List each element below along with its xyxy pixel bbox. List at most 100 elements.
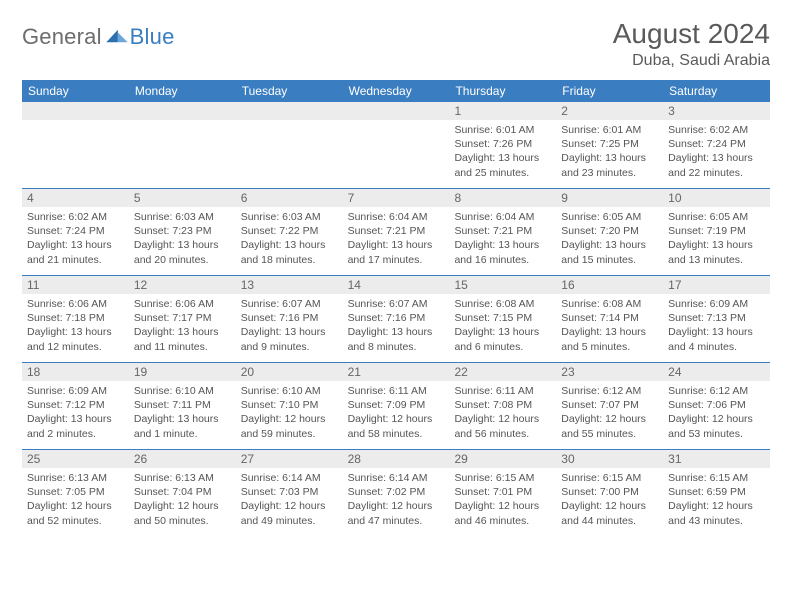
day-cell: 5Sunrise: 6:03 AMSunset: 7:23 PMDaylight… (129, 189, 236, 275)
weeks-container: 1Sunrise: 6:01 AMSunset: 7:26 PMDaylight… (22, 102, 770, 536)
day-number: 27 (236, 450, 343, 468)
day-number: 9 (556, 189, 663, 207)
day-cell: 1Sunrise: 6:01 AMSunset: 7:26 PMDaylight… (449, 102, 556, 188)
day-cell: 7Sunrise: 6:04 AMSunset: 7:21 PMDaylight… (343, 189, 450, 275)
week-row: 11Sunrise: 6:06 AMSunset: 7:18 PMDayligh… (22, 275, 770, 362)
dow-cell: Wednesday (343, 80, 450, 102)
day-cell: 25Sunrise: 6:13 AMSunset: 7:05 PMDayligh… (22, 450, 129, 536)
day-number: 2 (556, 102, 663, 120)
day-cell: 6Sunrise: 6:03 AMSunset: 7:22 PMDaylight… (236, 189, 343, 275)
day-cell: 8Sunrise: 6:04 AMSunset: 7:21 PMDaylight… (449, 189, 556, 275)
day-details: Sunrise: 6:06 AMSunset: 7:18 PMDaylight:… (22, 294, 129, 358)
day-cell: 31Sunrise: 6:15 AMSunset: 6:59 PMDayligh… (663, 450, 770, 536)
day-number: 12 (129, 276, 236, 294)
day-number: 15 (449, 276, 556, 294)
day-cell: 13Sunrise: 6:07 AMSunset: 7:16 PMDayligh… (236, 276, 343, 362)
day-details: Sunrise: 6:14 AMSunset: 7:02 PMDaylight:… (343, 468, 450, 532)
day-details: Sunrise: 6:08 AMSunset: 7:15 PMDaylight:… (449, 294, 556, 358)
day-details: Sunrise: 6:06 AMSunset: 7:17 PMDaylight:… (129, 294, 236, 358)
brand-mark-icon (106, 28, 128, 44)
day-number: 5 (129, 189, 236, 207)
day-details: Sunrise: 6:02 AMSunset: 7:24 PMDaylight:… (22, 207, 129, 271)
day-cell: 22Sunrise: 6:11 AMSunset: 7:08 PMDayligh… (449, 363, 556, 449)
day-cell: 3Sunrise: 6:02 AMSunset: 7:24 PMDaylight… (663, 102, 770, 188)
day-details: Sunrise: 6:09 AMSunset: 7:12 PMDaylight:… (22, 381, 129, 445)
day-number (343, 102, 450, 120)
day-details: Sunrise: 6:03 AMSunset: 7:23 PMDaylight:… (129, 207, 236, 271)
day-details: Sunrise: 6:09 AMSunset: 7:13 PMDaylight:… (663, 294, 770, 358)
week-row: 4Sunrise: 6:02 AMSunset: 7:24 PMDaylight… (22, 188, 770, 275)
day-details: Sunrise: 6:10 AMSunset: 7:10 PMDaylight:… (236, 381, 343, 445)
brand-logo: General Blue (22, 24, 175, 50)
day-cell: 29Sunrise: 6:15 AMSunset: 7:01 PMDayligh… (449, 450, 556, 536)
day-number: 13 (236, 276, 343, 294)
day-details: Sunrise: 6:07 AMSunset: 7:16 PMDaylight:… (343, 294, 450, 358)
calendar-grid: SundayMondayTuesdayWednesdayThursdayFrid… (22, 80, 770, 536)
day-details: Sunrise: 6:13 AMSunset: 7:04 PMDaylight:… (129, 468, 236, 532)
calendar-page: General Blue August 2024 Duba, Saudi Ara… (0, 0, 792, 536)
day-cell: 27Sunrise: 6:14 AMSunset: 7:03 PMDayligh… (236, 450, 343, 536)
empty-cell (129, 102, 236, 188)
day-details: Sunrise: 6:02 AMSunset: 7:24 PMDaylight:… (663, 120, 770, 184)
day-number: 23 (556, 363, 663, 381)
month-title: August 2024 (613, 18, 770, 50)
week-row: 18Sunrise: 6:09 AMSunset: 7:12 PMDayligh… (22, 362, 770, 449)
day-cell: 18Sunrise: 6:09 AMSunset: 7:12 PMDayligh… (22, 363, 129, 449)
day-details: Sunrise: 6:05 AMSunset: 7:20 PMDaylight:… (556, 207, 663, 271)
day-cell: 16Sunrise: 6:08 AMSunset: 7:14 PMDayligh… (556, 276, 663, 362)
day-number: 24 (663, 363, 770, 381)
day-cell: 15Sunrise: 6:08 AMSunset: 7:15 PMDayligh… (449, 276, 556, 362)
day-cell: 12Sunrise: 6:06 AMSunset: 7:17 PMDayligh… (129, 276, 236, 362)
day-of-week-header: SundayMondayTuesdayWednesdayThursdayFrid… (22, 80, 770, 102)
day-details: Sunrise: 6:07 AMSunset: 7:16 PMDaylight:… (236, 294, 343, 358)
day-number: 4 (22, 189, 129, 207)
day-number: 26 (129, 450, 236, 468)
dow-cell: Sunday (22, 80, 129, 102)
day-cell: 24Sunrise: 6:12 AMSunset: 7:06 PMDayligh… (663, 363, 770, 449)
day-details: Sunrise: 6:04 AMSunset: 7:21 PMDaylight:… (449, 207, 556, 271)
day-cell: 21Sunrise: 6:11 AMSunset: 7:09 PMDayligh… (343, 363, 450, 449)
header: General Blue August 2024 Duba, Saudi Ara… (22, 18, 770, 70)
day-number (129, 102, 236, 120)
day-details: Sunrise: 6:01 AMSunset: 7:26 PMDaylight:… (449, 120, 556, 184)
day-details: Sunrise: 6:15 AMSunset: 7:00 PMDaylight:… (556, 468, 663, 532)
day-details: Sunrise: 6:04 AMSunset: 7:21 PMDaylight:… (343, 207, 450, 271)
day-number: 3 (663, 102, 770, 120)
location-subtitle: Duba, Saudi Arabia (613, 52, 770, 70)
day-number: 22 (449, 363, 556, 381)
day-cell: 30Sunrise: 6:15 AMSunset: 7:00 PMDayligh… (556, 450, 663, 536)
day-cell: 14Sunrise: 6:07 AMSunset: 7:16 PMDayligh… (343, 276, 450, 362)
day-number: 31 (663, 450, 770, 468)
day-details: Sunrise: 6:14 AMSunset: 7:03 PMDaylight:… (236, 468, 343, 532)
dow-cell: Friday (556, 80, 663, 102)
day-details: Sunrise: 6:05 AMSunset: 7:19 PMDaylight:… (663, 207, 770, 271)
day-cell: 20Sunrise: 6:10 AMSunset: 7:10 PMDayligh… (236, 363, 343, 449)
day-details: Sunrise: 6:10 AMSunset: 7:11 PMDaylight:… (129, 381, 236, 445)
day-number: 16 (556, 276, 663, 294)
title-block: August 2024 Duba, Saudi Arabia (613, 18, 770, 70)
day-cell: 19Sunrise: 6:10 AMSunset: 7:11 PMDayligh… (129, 363, 236, 449)
day-details: Sunrise: 6:11 AMSunset: 7:09 PMDaylight:… (343, 381, 450, 445)
dow-cell: Thursday (449, 80, 556, 102)
day-number (236, 102, 343, 120)
day-details: Sunrise: 6:11 AMSunset: 7:08 PMDaylight:… (449, 381, 556, 445)
day-cell: 28Sunrise: 6:14 AMSunset: 7:02 PMDayligh… (343, 450, 450, 536)
day-number: 8 (449, 189, 556, 207)
day-number: 21 (343, 363, 450, 381)
day-number: 6 (236, 189, 343, 207)
dow-cell: Monday (129, 80, 236, 102)
day-number: 20 (236, 363, 343, 381)
day-details: Sunrise: 6:03 AMSunset: 7:22 PMDaylight:… (236, 207, 343, 271)
day-number: 7 (343, 189, 450, 207)
day-number: 14 (343, 276, 450, 294)
day-number: 29 (449, 450, 556, 468)
day-cell: 23Sunrise: 6:12 AMSunset: 7:07 PMDayligh… (556, 363, 663, 449)
dow-cell: Saturday (663, 80, 770, 102)
day-details: Sunrise: 6:12 AMSunset: 7:06 PMDaylight:… (663, 381, 770, 445)
day-cell: 9Sunrise: 6:05 AMSunset: 7:20 PMDaylight… (556, 189, 663, 275)
day-cell: 4Sunrise: 6:02 AMSunset: 7:24 PMDaylight… (22, 189, 129, 275)
brand-name-b: Blue (130, 24, 175, 50)
day-number: 28 (343, 450, 450, 468)
day-number: 18 (22, 363, 129, 381)
dow-cell: Tuesday (236, 80, 343, 102)
